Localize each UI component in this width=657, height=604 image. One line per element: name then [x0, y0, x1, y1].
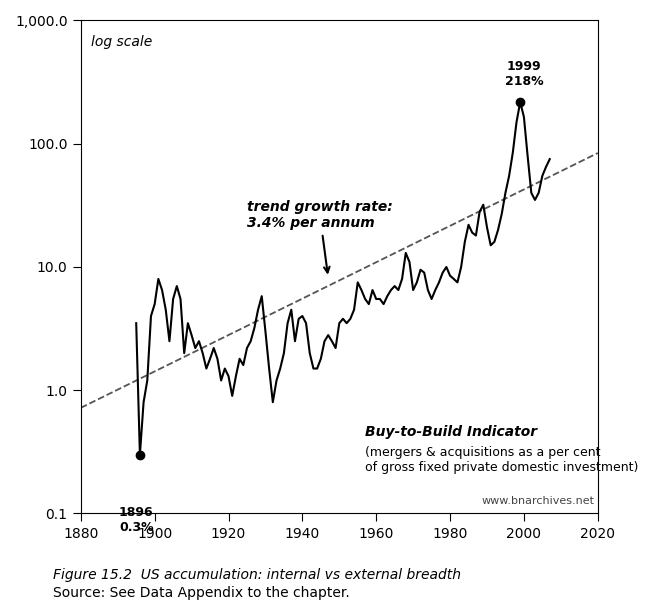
Text: log scale: log scale — [91, 35, 152, 50]
Text: Source: See Data Appendix to the chapter.: Source: See Data Appendix to the chapter… — [53, 586, 350, 600]
Text: Buy-to-Build Indicator: Buy-to-Build Indicator — [365, 425, 537, 439]
Text: trend growth rate:
3.4% per annum: trend growth rate: 3.4% per annum — [247, 200, 393, 272]
Text: 1896
0.3%: 1896 0.3% — [119, 507, 154, 535]
Text: www.bnarchives.net: www.bnarchives.net — [481, 496, 594, 506]
Text: (mergers & acquisitions as a per cent
of gross fixed private domestic investment: (mergers & acquisitions as a per cent of… — [365, 446, 639, 474]
Text: Figure 15.2  US accumulation: internal vs external breadth: Figure 15.2 US accumulation: internal vs… — [53, 568, 461, 582]
Text: 1999
218%: 1999 218% — [505, 60, 543, 88]
